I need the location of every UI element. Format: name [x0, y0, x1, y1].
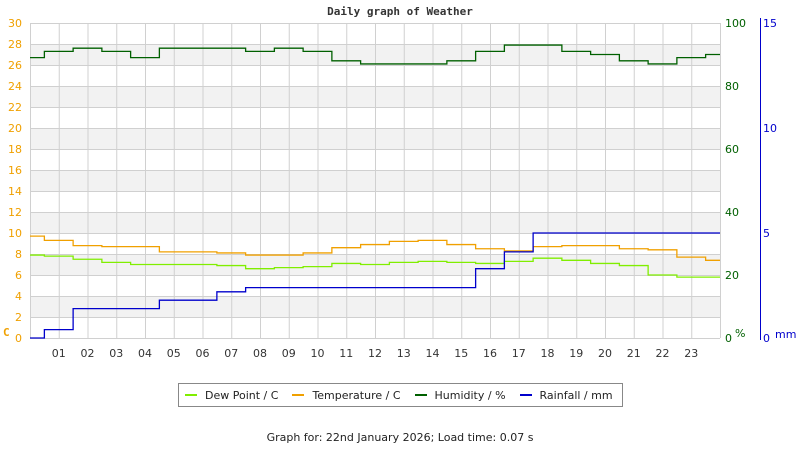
temperature-swatch-icon	[292, 394, 305, 396]
x-axis-tick: 05	[167, 347, 181, 360]
x-axis-tick: 19	[569, 347, 583, 360]
left-axis-tick: 26	[8, 59, 22, 72]
left-axis-tick: 10	[8, 227, 22, 240]
left-axis-tick: 2	[15, 311, 22, 324]
x-axis-tick: 16	[483, 347, 497, 360]
x-axis-tick: 06	[196, 347, 210, 360]
grid-lines	[30, 23, 721, 339]
left-axis-tick: 20	[8, 122, 22, 135]
humidity-axis-tick: 100	[725, 17, 746, 30]
chart-title: Daily graph of Weather	[327, 5, 473, 18]
x-axis-tick: 08	[253, 347, 267, 360]
x-axis-tick: 09	[282, 347, 296, 360]
left-axis-tick: 30	[8, 17, 22, 30]
humidity-axis-tick: 20	[725, 269, 739, 282]
x-axis-tick: 01	[52, 347, 66, 360]
x-axis-tick: 17	[512, 347, 526, 360]
left-axis-tick: 28	[8, 38, 22, 51]
left-axis-unit: C	[3, 326, 10, 339]
rain-axis-tick: 15	[763, 17, 777, 30]
x-axis-tick: 11	[339, 347, 353, 360]
x-axis-tick: 21	[627, 347, 641, 360]
left-axis-tick: 4	[15, 290, 22, 303]
data-series	[30, 44, 720, 339]
legend: Dew Point / C Temperature / C Humidity /…	[178, 383, 623, 407]
left-axis-tick: 22	[8, 101, 22, 114]
x-axis-tick: 03	[109, 347, 123, 360]
x-axis-tick: 12	[368, 347, 382, 360]
legend-item-humidity: Humidity / %	[414, 388, 506, 402]
series-temperature	[30, 235, 720, 261]
humidity-axis-tick: 40	[725, 206, 739, 219]
rainfall-swatch-icon	[519, 394, 532, 396]
x-axis-tick: 02	[81, 347, 95, 360]
rain-axis-tick: 10	[763, 122, 777, 135]
dew-point-swatch-icon	[185, 394, 197, 396]
legend-label: Temperature / C	[312, 388, 401, 402]
series-rainfall	[30, 232, 720, 339]
left-axis-tick: 24	[8, 80, 22, 93]
humidity-swatch-icon	[414, 394, 427, 396]
x-axis-tick: 23	[684, 347, 698, 360]
x-axis-tick: 14	[426, 347, 440, 360]
legend-label: Dew Point / C	[205, 388, 279, 402]
rain-axis-unit: mm	[775, 328, 796, 341]
humidity-axis-tick: 80	[725, 80, 739, 93]
left-axis-tick: 6	[15, 269, 22, 282]
legend-item-dew-point: Dew Point / C	[185, 389, 278, 402]
x-axis-tick: 04	[138, 347, 152, 360]
left-axis-tick: 14	[8, 185, 22, 198]
series-humidity	[30, 44, 720, 65]
humidity-axis-tick: 0	[725, 332, 732, 345]
left-axis-tick: 12	[8, 206, 22, 219]
humidity-axis-tick: 60	[725, 143, 739, 156]
x-axis-tick: 13	[397, 347, 411, 360]
series-dew-point	[30, 254, 720, 278]
legend-label: Rainfall / mm	[539, 388, 613, 402]
left-axis-tick: 8	[15, 248, 22, 261]
x-axis-tick: 18	[541, 347, 555, 360]
x-axis-tick: 10	[311, 347, 325, 360]
legend-item-rainfall: Rainfall / mm	[519, 388, 613, 402]
x-axis-tick: 15	[454, 347, 468, 360]
left-axis-tick: 18	[8, 143, 22, 156]
rain-axis-tick: 5	[763, 227, 770, 240]
legend-item-temperature: Temperature / C	[292, 388, 401, 402]
graph-footer: Graph for: 22nd January 2026; Load time:…	[266, 431, 534, 444]
left-axis-tick: 16	[8, 164, 22, 177]
x-axis-tick: 20	[598, 347, 612, 360]
humidity-axis-unit: %	[735, 327, 745, 340]
x-axis-tick: 22	[656, 347, 670, 360]
left-axis-tick: 0	[15, 332, 22, 345]
x-axis-tick: 07	[224, 347, 238, 360]
rain-axis-tick: 0	[763, 332, 770, 345]
legend-label: Humidity / %	[434, 388, 506, 402]
